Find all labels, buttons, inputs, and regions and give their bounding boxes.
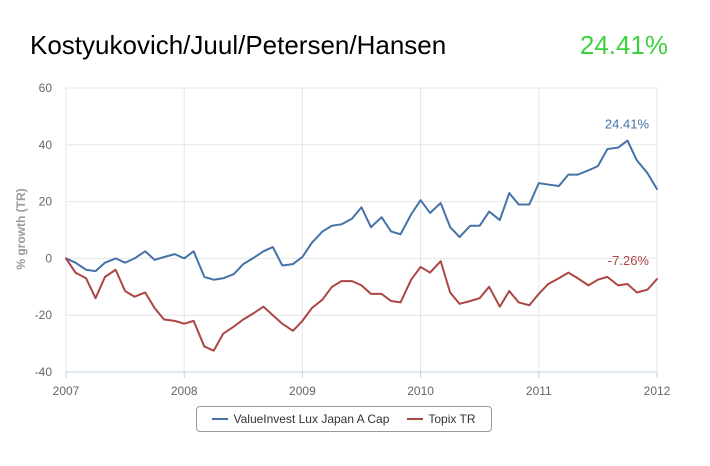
y-tick-label: 0: [45, 251, 52, 265]
series-end-label-1: -7.26%: [608, 253, 650, 268]
chart-legend[interactable]: ValueInvest Lux Japan A Cap Topix TR: [196, 406, 492, 432]
y-tick-label: -20: [35, 308, 53, 322]
x-tick-label: 2012: [644, 384, 671, 398]
performance-value: 24.41%: [579, 30, 668, 60]
x-tick-label: 2009: [289, 384, 316, 398]
legend-label-valueinvest: ValueInvest Lux Japan A Cap: [233, 412, 390, 426]
series-end-label-0: 24.41%: [605, 117, 650, 132]
y-tick-label: 60: [39, 81, 53, 95]
x-tick-label: 2008: [171, 384, 198, 398]
x-tick-label: 2007: [53, 384, 80, 398]
legend-swatch-topix: [407, 418, 424, 420]
legend-label-topix: Topix TR: [428, 412, 476, 426]
y-tick-label: 20: [39, 195, 53, 209]
x-tick-label: 2011: [526, 384, 552, 398]
y-tick-label: -40: [35, 365, 53, 379]
chart-title: Kostyukovich/Juul/Petersen/Hansen: [30, 30, 447, 60]
legend-swatch-valueinvest: [212, 418, 229, 420]
series-layer: 24.41% -7.26%: [65, 117, 658, 352]
legend-item-topix[interactable]: Topix TR: [407, 412, 476, 426]
y-tick-label: 40: [39, 138, 53, 152]
y-axis-label: % growth (TR): [14, 188, 28, 269]
series-line-0[interactable]: [65, 139, 658, 281]
x-tick-label: 2010: [407, 384, 434, 398]
axes: -40 -20 0 20 40 60 2007 2008 2009 2010 2011 2012: [35, 81, 671, 398]
series-line-1[interactable]: [65, 257, 658, 352]
grid-lines: [65, 87, 658, 373]
legend-item-valueinvest[interactable]: ValueInvest Lux Japan A Cap: [212, 412, 389, 426]
